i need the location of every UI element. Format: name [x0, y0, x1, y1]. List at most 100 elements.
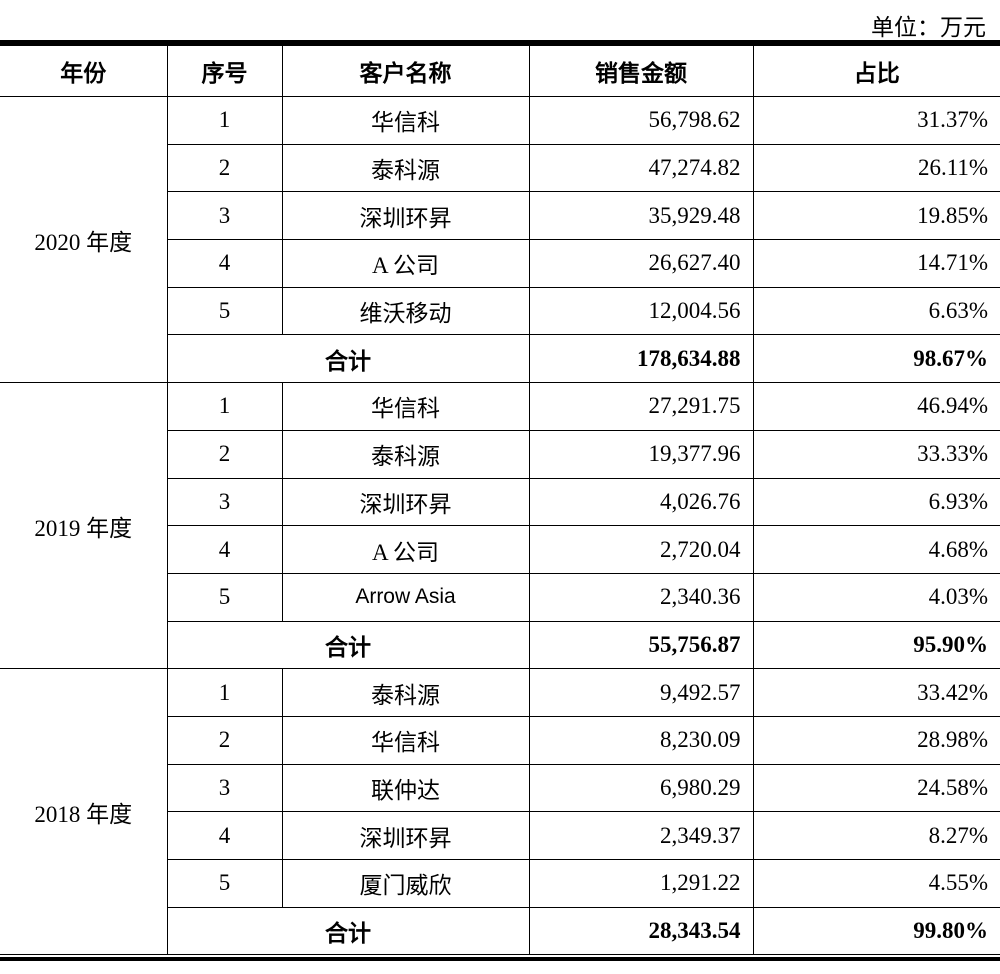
- customer-name-cell: 联仲达: [281, 764, 529, 813]
- sales-amount-cell: 9,492.57: [528, 668, 753, 717]
- customer-name-cell: 泰科源: [281, 144, 529, 193]
- sales-amount-cell: 12,004.56: [528, 287, 753, 336]
- sales-amount-cell: 2,720.04: [528, 525, 753, 574]
- sales-amount-cell: 6,980.29: [528, 764, 753, 813]
- sales-amount-cell: 2,340.36: [528, 573, 753, 622]
- index-cell: 3: [166, 764, 282, 813]
- ratio-cell: 19.85%: [752, 191, 1000, 241]
- ratio-cell: 31.37%: [752, 96, 1000, 145]
- year-cell: 2020 年度: [0, 96, 167, 384]
- top-rule: [0, 40, 1000, 46]
- ratio-cell: 14.71%: [752, 239, 1000, 288]
- index-cell: 4: [166, 811, 282, 860]
- unit-label: 单位：万元: [871, 15, 986, 40]
- table-row: 3 深圳环昇 4,026.76 6.93%: [0, 478, 1000, 527]
- total-row: 合计 178,634.88 98.67%: [0, 334, 1000, 384]
- total-amount: 178,634.88: [528, 334, 753, 384]
- index-cell: 4: [166, 239, 282, 288]
- header-customer-name: 客户名称: [281, 46, 529, 97]
- index-cell: 3: [166, 478, 282, 527]
- index-cell: 4: [166, 525, 282, 574]
- total-amount: 55,756.87: [528, 621, 753, 670]
- header-year: 年份: [0, 46, 167, 97]
- table-row: 5 厦门威欣 1,291.22 4.55%: [0, 859, 1000, 908]
- header-ratio: 占比: [752, 46, 1000, 97]
- index-cell: 1: [166, 382, 282, 431]
- table-row: 2020 年度 1 华信科 56,798.62 31.37%: [0, 96, 1000, 384]
- sales-amount-cell: 8,230.09: [528, 716, 753, 765]
- index-cell: 1: [166, 668, 282, 717]
- total-label: 合计: [166, 907, 529, 956]
- header-index: 序号: [166, 46, 282, 97]
- ratio-cell: 24.58%: [752, 764, 1000, 813]
- total-ratio: 99.80%: [752, 907, 1000, 956]
- sales-amount-cell: 47,274.82: [528, 144, 753, 193]
- ratio-cell: 4.68%: [752, 525, 1000, 574]
- index-cell: 2: [166, 430, 282, 479]
- year-cell: 2019 年度: [0, 382, 167, 670]
- customer-name-cell: 厦门威欣: [281, 859, 529, 908]
- sales-amount-cell: 27,291.75: [528, 382, 753, 431]
- table-row: 3 深圳环昇 35,929.48 19.85%: [0, 191, 1000, 241]
- year-cell: 2018 年度: [0, 668, 167, 956]
- customer-name-cell: A 公司: [281, 239, 529, 288]
- table-row: 2 泰科源 19,377.96 33.33%: [0, 430, 1000, 479]
- header-sales-amount: 销售金额: [528, 46, 753, 97]
- customer-name-cell: 维沃移动: [281, 287, 529, 336]
- index-cell: 5: [166, 287, 282, 336]
- sales-amount-cell: 19,377.96: [528, 430, 753, 479]
- table-row: 4 深圳环昇 2,349.37 8.27%: [0, 811, 1000, 860]
- customer-name-cell: Arrow Asia: [281, 573, 529, 622]
- total-amount: 28,343.54: [528, 907, 753, 956]
- sales-amount-cell: 56,798.62: [528, 96, 753, 145]
- total-row: 合计 28,343.54 99.80%: [0, 907, 1000, 956]
- sales-amount-cell: 26,627.40: [528, 239, 753, 288]
- ratio-cell: 46.94%: [752, 382, 1000, 431]
- table-row: 2 华信科 8,230.09 28.98%: [0, 716, 1000, 765]
- index-cell: 3: [166, 191, 282, 241]
- sales-amount-cell: 1,291.22: [528, 859, 753, 908]
- table-body: 2020 年度 1 华信科 56,798.62 31.37% 2 泰科源 47,274.82 2…: [0, 96, 1000, 956]
- customer-name-cell: 华信科: [281, 96, 529, 145]
- index-cell: 2: [166, 716, 282, 765]
- total-ratio: 98.67%: [752, 334, 1000, 384]
- index-cell: 5: [166, 859, 282, 908]
- ratio-cell: 28.98%: [752, 716, 1000, 765]
- sales-amount-cell: 35,929.48: [528, 191, 753, 241]
- customer-name-cell: 华信科: [281, 382, 529, 431]
- ratio-cell: 8.27%: [752, 811, 1000, 860]
- ratio-cell: 6.63%: [752, 287, 1000, 336]
- customer-name-cell: 华信科: [281, 716, 529, 765]
- table-row: 5 Arrow Asia 2,340.36 4.03%: [0, 573, 1000, 622]
- customer-name-cell: 泰科源: [281, 668, 529, 717]
- ratio-cell: 4.55%: [752, 859, 1000, 908]
- header-row: 年份 序号 客户名称 销售金额 占比: [0, 46, 1000, 97]
- total-ratio: 95.90%: [752, 621, 1000, 670]
- customer-name-cell: 深圳环昇: [281, 478, 529, 527]
- bottom-rule: [0, 957, 1000, 961]
- index-cell: 5: [166, 573, 282, 622]
- sales-amount-cell: 4,026.76: [528, 478, 753, 527]
- ratio-cell: 6.93%: [752, 478, 1000, 527]
- customer-name-cell: 泰科源: [281, 430, 529, 479]
- total-label: 合计: [166, 621, 529, 670]
- ratio-cell: 4.03%: [752, 573, 1000, 622]
- customer-name-cell: 深圳环昇: [281, 191, 529, 241]
- table-row: 3 联仲达 6,980.29 24.58%: [0, 764, 1000, 813]
- index-cell: 1: [166, 96, 282, 145]
- customer-name-cell: A 公司: [281, 525, 529, 574]
- total-row: 合计 55,756.87 95.90%: [0, 621, 1000, 670]
- ratio-cell: 26.11%: [752, 144, 1000, 193]
- ratio-cell: 33.33%: [752, 430, 1000, 479]
- ratio-cell: 33.42%: [752, 668, 1000, 717]
- table-row: 2019 年度 1 华信科 27,291.75 46.94%: [0, 382, 1000, 670]
- sales-amount-cell: 2,349.37: [528, 811, 753, 860]
- table-row: 2018 年度 1 泰科源 9,492.57 33.42%: [0, 668, 1000, 956]
- customer-name-cell: 深圳环昇: [281, 811, 529, 860]
- index-cell: 2: [166, 144, 282, 193]
- total-label: 合计: [166, 334, 529, 384]
- table-row: 2 泰科源 47,274.82 26.11%: [0, 144, 1000, 193]
- table-row: 5 维沃移动 12,004.56 6.63%: [0, 287, 1000, 336]
